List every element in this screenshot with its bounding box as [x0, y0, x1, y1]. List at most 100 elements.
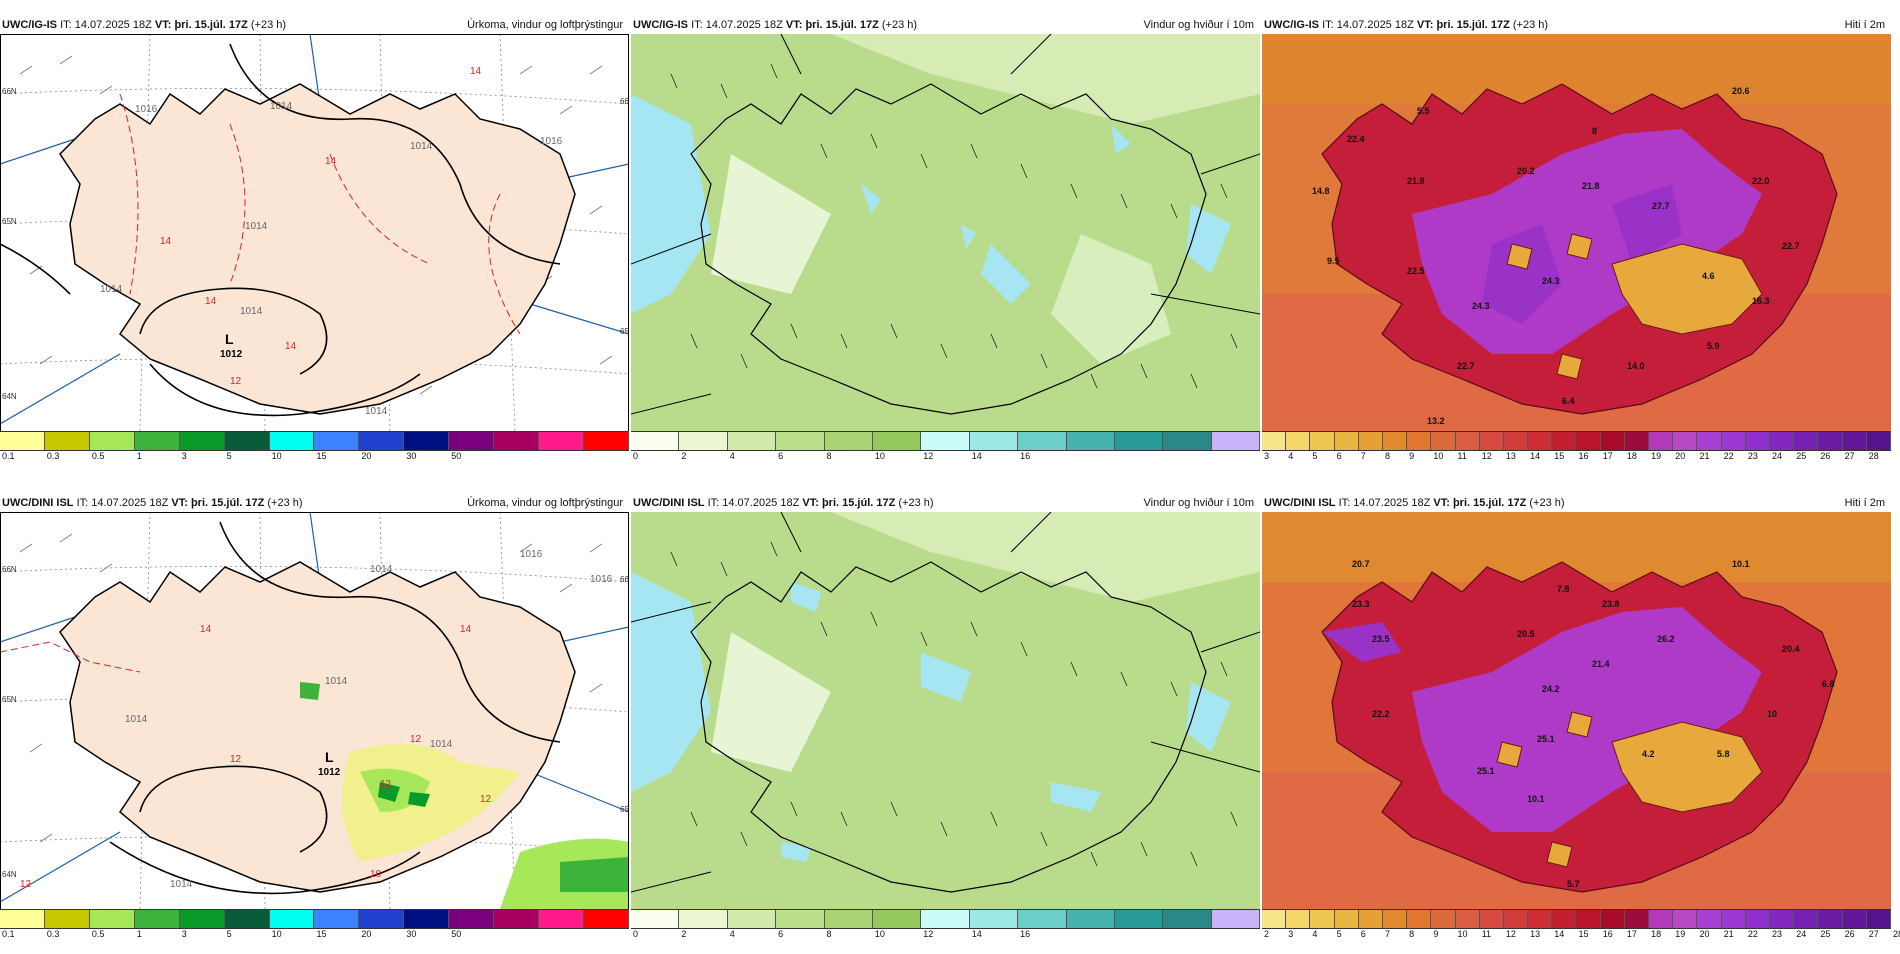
temp-value: 23.5 — [1372, 634, 1390, 644]
temp-value: 14.0 — [1627, 361, 1645, 371]
lat-label: 65N — [620, 805, 629, 814]
legend-tick: 2 — [1264, 929, 1270, 939]
contour-label: 14 — [285, 341, 297, 352]
legend-tick: 10 — [874, 451, 885, 461]
legend-tick: 3 — [1264, 451, 1270, 461]
legend-swatch — [1818, 910, 1843, 928]
vt-value: þri. 15.júl. 17Z — [174, 19, 248, 31]
legend-swatch — [1066, 432, 1115, 450]
isobar-label: 1014 — [100, 284, 123, 295]
temp-value: 24.3 — [1542, 276, 1560, 286]
isobar-label: 1014 — [270, 101, 293, 112]
model-name: UWC/DINI ISL — [633, 497, 705, 509]
vt-value: þri. 15.júl. 17Z — [821, 497, 896, 509]
legend-swatch — [1382, 432, 1408, 450]
legend-swatches — [1262, 909, 1891, 929]
temp-value: 23.8 — [1602, 599, 1620, 609]
legend-swatch — [539, 432, 584, 450]
temp-value: 4.6 — [1702, 271, 1715, 281]
lat-label: 66N — [620, 575, 629, 584]
legend-tick: 25 — [1820, 929, 1831, 939]
legend-tick: 16 — [1602, 929, 1613, 939]
low-pressure-marker: L — [225, 331, 234, 347]
legend-swatch — [727, 910, 777, 928]
vt-label: VT: — [802, 497, 819, 509]
legend-tick: 13 — [1505, 451, 1516, 461]
temp-value: 20.6 — [1732, 86, 1750, 96]
legend-swatches — [0, 909, 629, 929]
wind-legend: 0 2 4 6 8 10 12 14 16 — [631, 431, 1261, 469]
legend-swatch — [1286, 910, 1311, 928]
legend-tick: 16 — [1020, 929, 1031, 939]
legend-swatch — [1794, 910, 1819, 928]
legend-tick: 19 — [1651, 451, 1662, 461]
legend-swatch — [1866, 432, 1891, 450]
temp-value: 22.5 — [1407, 266, 1425, 276]
temp-value: 22.0 — [1752, 176, 1770, 186]
legend-swatch — [1114, 910, 1164, 928]
legend-ticks: 0 2 4 6 8 10 12 14 16 — [631, 929, 1260, 941]
legend-tick: 23 — [1747, 451, 1758, 461]
isobar-label: 1014 — [430, 739, 453, 750]
legend-tick: 9 — [1409, 451, 1415, 461]
legend-swatch — [1697, 910, 1722, 928]
panel-temp-top: UWC/IG-IS IT: 14.07.2025 18Z VT: þri. 15… — [1262, 16, 1891, 476]
legend-swatch — [1018, 910, 1067, 928]
low-pressure-value: 1012 — [220, 349, 243, 360]
legend-tick: 10 — [271, 929, 282, 939]
legend-tick: 6 — [1336, 451, 1342, 461]
legend-tick: 20 — [1699, 929, 1710, 939]
temp-value: 21.8 — [1407, 176, 1425, 186]
legend-tick: 4 — [1288, 451, 1294, 461]
legend-swatch — [404, 910, 450, 928]
temp-values: 5.5 22.4 8 21.8 14.8 20.2 21.8 27.7 20.6… — [1312, 86, 1800, 426]
temp-value: 6.4 — [1562, 396, 1575, 406]
temp-value: 22.7 — [1457, 361, 1475, 371]
isobar-label: 1016 — [540, 136, 563, 147]
legend-swatch — [1769, 432, 1795, 450]
isobar-label: 1014 — [325, 676, 348, 687]
panel-precip-bottom: UWC/DINI ISL IT: 14.07.2025 18Z VT: þri.… — [0, 494, 629, 954]
legend-swatch — [269, 910, 315, 928]
legend-swatch — [134, 432, 180, 450]
legend-swatch — [494, 910, 540, 928]
legend-ticks: 3 4 5 6 7 8 9 10 11 12 13 14 15 16 17 18 19 20 21 22 23 24 25 2… — [1262, 451, 1891, 463]
panel-header: UWC/DINI ISL IT: 14.07.2025 18Z VT: þri.… — [631, 494, 1260, 512]
lead-time: (+23 h) — [1529, 497, 1565, 509]
legend-swatch — [1528, 432, 1553, 450]
legend-tick: 5 — [1312, 451, 1318, 461]
legend-swatch — [679, 432, 728, 450]
temp-value: 14.8 — [1312, 186, 1330, 196]
legend-tick: 14 — [1530, 451, 1541, 461]
legend-tick: 0.1 — [2, 451, 15, 461]
legend-tick: 6 — [778, 929, 784, 939]
legend-swatch — [1697, 432, 1722, 450]
temp-legend: 2 3 4 5 6 7 8 9 10 11 12 13 14 15 16 17 18 19 20 21 22 23 24 25… — [1262, 909, 1900, 947]
legend-tick: 17 — [1626, 929, 1637, 939]
legend-tick: 7 — [1360, 451, 1366, 461]
panel-header: UWC/DINI ISL IT: 14.07.2025 18Z VT: þri.… — [0, 494, 629, 512]
legend-swatch — [1382, 910, 1408, 928]
legend-swatch — [89, 432, 135, 450]
temp-value: 4.2 — [1642, 749, 1655, 759]
legend-swatch — [1866, 910, 1891, 928]
legend-swatch — [1600, 432, 1625, 450]
temp-value: 5.7 — [1567, 879, 1580, 889]
isobar-label: 1014 — [170, 879, 193, 890]
legend-swatch — [776, 432, 825, 450]
it-value: 14.07.2025 18Z — [705, 19, 783, 31]
legend-tick: 4 — [729, 451, 735, 461]
panel-title: Vindur og hviður í 10m — [1143, 19, 1254, 31]
legend-swatch — [1479, 432, 1504, 450]
isobar-label: 1014 — [245, 221, 268, 232]
temp-value: 21.8 — [1582, 181, 1600, 191]
legend-swatch — [583, 432, 629, 450]
legend-swatch — [1745, 432, 1770, 450]
precip-legend: 0.1 0.3 0.5 1 3 5 10 15 20 30 50 — [0, 431, 629, 469]
vt-label: VT: — [154, 19, 172, 31]
panel-title: Úrkoma, vindur og loftþrýstingur — [467, 19, 623, 31]
legend-swatch — [921, 432, 970, 450]
legend-swatch — [1163, 432, 1212, 450]
legend-swatch — [1407, 910, 1432, 928]
legend-tick: 18 — [1626, 451, 1637, 461]
